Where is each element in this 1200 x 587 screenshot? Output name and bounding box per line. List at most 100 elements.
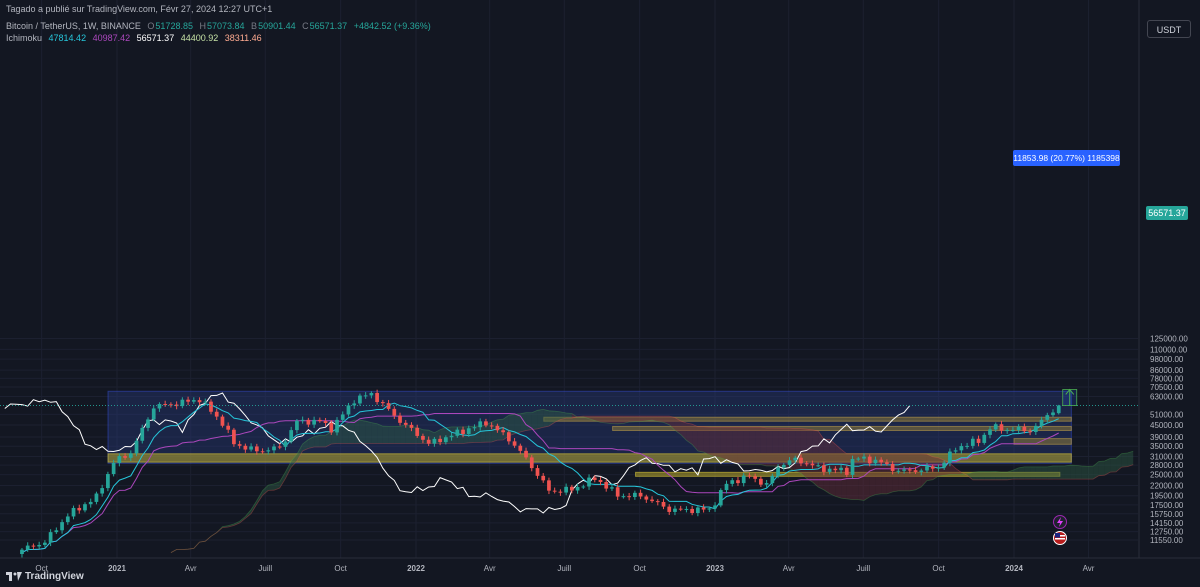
- candle: [461, 429, 465, 434]
- senkou-b-line: [170, 415, 1134, 553]
- candle: [94, 493, 99, 502]
- symbol-name[interactable]: Bitcoin / TetherUS, 1W, BINANCE: [6, 21, 141, 31]
- candle: [850, 458, 855, 475]
- candle: [885, 462, 889, 464]
- cloud-segment: [863, 453, 870, 501]
- candle: [283, 441, 288, 447]
- candle: [844, 467, 849, 475]
- candle: [369, 393, 374, 396]
- candle: [37, 544, 42, 547]
- candle: [953, 450, 958, 452]
- cloud-segment: [703, 426, 710, 456]
- cloud-segment: [554, 411, 561, 423]
- cloud-segment: [949, 462, 956, 475]
- candle: [673, 508, 677, 512]
- cloud-segment: [1121, 453, 1128, 468]
- cloud-segment: [480, 424, 486, 443]
- high-value: 57073.84: [206, 21, 245, 31]
- cloud-segment: [755, 427, 761, 465]
- cloud-segment: [1093, 461, 1099, 480]
- indicator-name[interactable]: Ichimoku: [6, 33, 43, 43]
- candle: [466, 428, 471, 434]
- cloud-segment: [657, 416, 664, 423]
- cloud-segment: [812, 429, 819, 487]
- candle: [879, 459, 884, 463]
- cloud-segment: [1116, 453, 1122, 472]
- cloud-segment: [485, 421, 492, 443]
- kijun-line: [21, 413, 1059, 554]
- cloud-segment: [1024, 466, 1031, 480]
- y-tick-label: 78000.00: [1150, 374, 1184, 383]
- candle: [77, 507, 82, 511]
- close-label: C: [302, 21, 309, 31]
- candle: [501, 430, 505, 433]
- senkou-a-value: 44400.92: [180, 33, 219, 43]
- candle: [392, 408, 397, 416]
- candle: [781, 464, 786, 468]
- tenkan-value: 47814.42: [48, 33, 87, 43]
- candle: [295, 420, 299, 431]
- cloud-segment: [520, 412, 527, 433]
- candle: [266, 450, 271, 452]
- candle: [678, 508, 683, 510]
- cloud-segment: [1110, 458, 1117, 473]
- candle: [936, 467, 941, 469]
- candle: [856, 458, 861, 460]
- candle: [1022, 426, 1027, 432]
- chart-overlay: [0, 388, 1138, 406]
- candle: [661, 501, 666, 507]
- candle: [335, 419, 339, 433]
- candle: [495, 425, 500, 431]
- indicator-info: Ichimoku 47814.42 40987.42 56571.37 4440…: [6, 33, 262, 43]
- cloud-segment: [611, 416, 618, 424]
- cloud-segment: [1098, 461, 1105, 476]
- lightning-icon[interactable]: [1053, 515, 1067, 529]
- cloud-segment: [1075, 465, 1082, 480]
- cloud-segment: [955, 468, 962, 475]
- candle: [753, 476, 758, 479]
- flag-us-icon[interactable]: [1053, 531, 1067, 545]
- cloud-segment: [314, 435, 320, 448]
- candle: [569, 486, 574, 491]
- tradingview-logo-icon: [6, 571, 22, 581]
- cloud-segment: [921, 453, 927, 487]
- cloud-segment: [594, 416, 601, 423]
- cloud-segment: [1104, 458, 1111, 476]
- candle: [930, 466, 935, 469]
- candle: [134, 440, 139, 454]
- candle: [970, 438, 975, 446]
- cloud-segment: [342, 422, 349, 444]
- candle: [363, 395, 368, 397]
- cloud-segment: [606, 416, 612, 424]
- candle: [329, 422, 334, 433]
- candle: [690, 508, 695, 514]
- candle: [140, 427, 145, 441]
- x-tick-label: Oct: [633, 564, 646, 573]
- cloud-segment: [795, 428, 801, 474]
- y-tick-label: 28000.00: [1150, 461, 1184, 470]
- candle: [541, 475, 546, 481]
- cloud-segment: [577, 416, 584, 418]
- candle: [232, 429, 236, 445]
- candle: [415, 427, 420, 436]
- currency-button[interactable]: USDT: [1147, 20, 1191, 38]
- candle: [638, 492, 643, 497]
- candle: [478, 421, 483, 428]
- cloud-segment: [669, 416, 675, 431]
- candle: [741, 475, 746, 484]
- candle: [186, 399, 190, 402]
- candle: [43, 542, 47, 545]
- cloud-segment: [1012, 467, 1019, 480]
- cloud-segment: [325, 431, 332, 448]
- cloud-segment: [898, 453, 905, 491]
- cloud-segment: [709, 427, 716, 457]
- footer-brand: TradingView: [6, 571, 84, 582]
- candle: [375, 393, 379, 403]
- candle: [398, 415, 402, 423]
- candle: [472, 427, 477, 429]
- candle: [718, 490, 723, 506]
- candle: [169, 404, 173, 406]
- y-tick-label: 110000.00: [1150, 345, 1188, 354]
- candle: [787, 460, 792, 465]
